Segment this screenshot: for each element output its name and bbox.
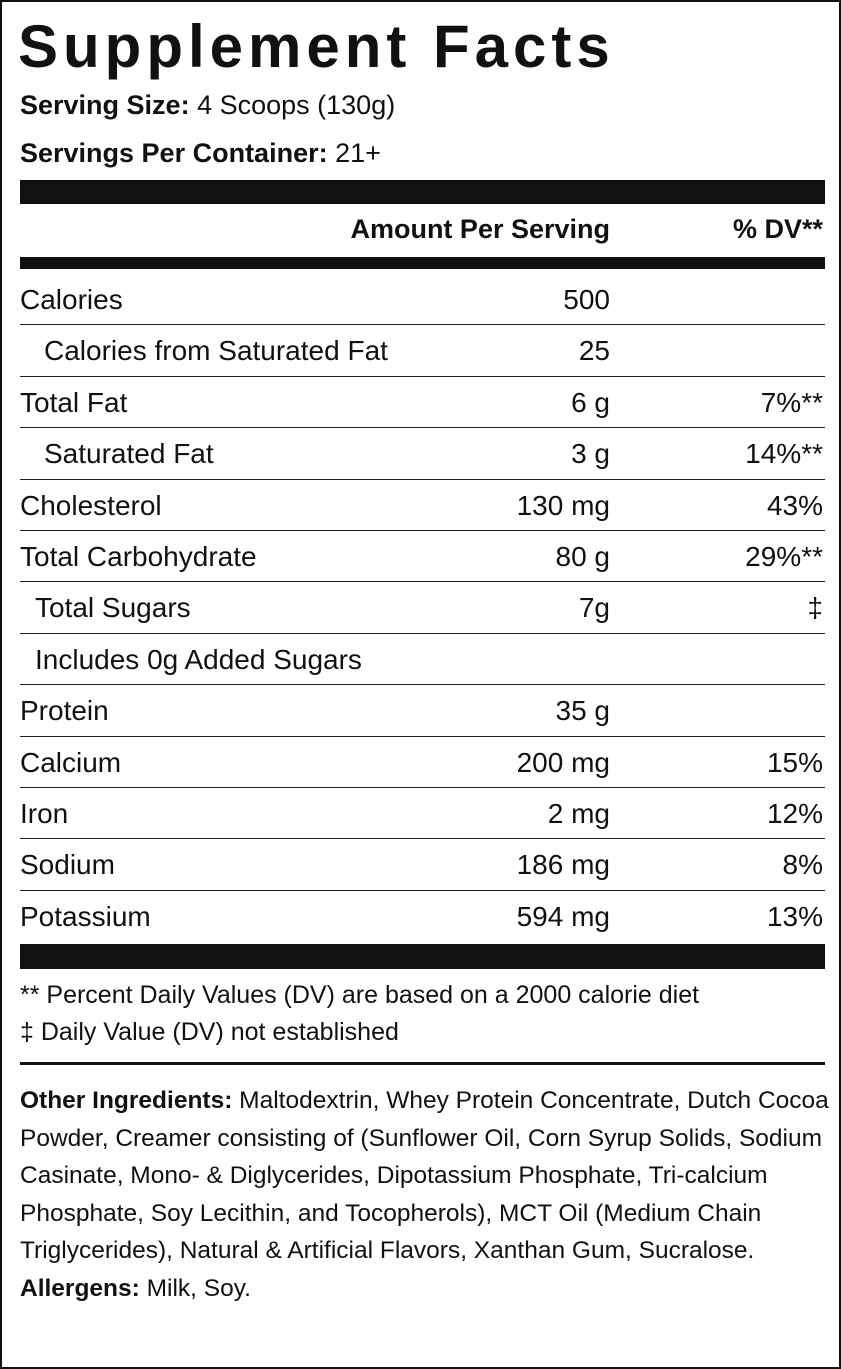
nutrient-row: Iron 2 mg 12%	[20, 788, 825, 840]
amount: 35 g	[555, 695, 611, 727]
serving-size-label: Serving Size:	[20, 90, 190, 120]
nutrient-name: Sodium	[20, 849, 115, 881]
amount: 200 mg	[516, 746, 610, 778]
nutrient-name: Protein	[20, 695, 109, 727]
allergens-text: Milk, Soy.	[146, 1274, 251, 1302]
amount: 6 g	[571, 386, 610, 418]
table-header: Amount Per Serving % DV**	[20, 208, 825, 254]
thick-rule	[20, 944, 825, 969]
nutrient-name: Calcium	[20, 746, 122, 778]
footnotes: ** Percent Daily Values (DV) are based o…	[20, 977, 699, 1051]
daily-value: 13%	[766, 900, 823, 932]
nutrient-row: Includes 0g Added Sugars	[20, 634, 825, 686]
nutrient-row: Calories 500	[20, 274, 825, 326]
ingredients-label: Other Ingredients:	[20, 1087, 233, 1114]
allergens-label: Allergens:	[20, 1274, 140, 1302]
servings-label: Servings Per Container:	[20, 138, 328, 168]
daily-value: 12%	[766, 797, 823, 829]
amount: 2 mg	[547, 797, 610, 829]
daily-value: 14%**	[745, 438, 823, 470]
nutrient-row: Total Carbohydrate 80 g 29%**	[20, 531, 825, 583]
nutrient-row: Total Sugars 7g ‡	[20, 582, 825, 634]
nutrient-row: Saturated Fat 3 g 14%**	[20, 428, 825, 480]
nutrient-name: Iron	[20, 797, 69, 829]
nutrient-row: Calories from Saturated Fat 25	[20, 325, 825, 377]
nutrient-name: Calories from Saturated Fat	[44, 335, 388, 367]
daily-value: ‡	[807, 592, 823, 624]
ingredients-block: Other Ingredients: Maltodextrin, Whey Pr…	[20, 1082, 830, 1307]
nutrient-rows: Calories 500 Calories from Saturated Fat 25…	[20, 274, 825, 941]
amount: 130 mg	[516, 489, 610, 521]
amount: 80 g	[555, 540, 611, 572]
amount: 594 mg	[516, 900, 610, 932]
servings-per-container: Servings Per Container: 21+	[20, 138, 381, 169]
serving-size-value: 4 Scoops (130g)	[197, 90, 396, 120]
allergens: Allergens: Milk, Soy.	[20, 1270, 830, 1308]
ingredients-text: Maltodextrin, Whey Protein Concentrate, …	[20, 1087, 829, 1264]
serving-size: Serving Size: 4 Scoops (130g)	[20, 90, 395, 121]
nutrient-name: Includes 0g Added Sugars	[35, 643, 362, 675]
amount: 25	[578, 335, 610, 367]
nutrient-name: Saturated Fat	[44, 438, 214, 470]
nutrient-row: Cholesterol 130 mg 43%	[20, 480, 825, 531]
nutrient-name: Total Carbohydrate	[20, 540, 257, 572]
daily-value: 15%	[766, 746, 823, 778]
servings-value: 21+	[335, 138, 381, 168]
daily-value: 43%	[766, 489, 823, 521]
nutrient-name: Potassium	[20, 900, 151, 932]
thick-rule	[20, 180, 825, 204]
amount: 186 mg	[516, 849, 610, 881]
footnote: ** Percent Daily Values (DV) are based o…	[20, 981, 700, 1009]
daily-value: 8%	[782, 849, 823, 881]
amount: 3 g	[571, 438, 610, 470]
amount: 500	[563, 284, 610, 315]
dv-header: % DV**	[732, 214, 823, 244]
nutrient-row: Calcium 200 mg 15%	[20, 737, 825, 788]
nutrient-row: Total Fat 6 g 7%**	[20, 377, 825, 429]
nutrient-name: Calories	[20, 284, 123, 315]
daily-value: 29%**	[745, 540, 823, 572]
amount-header: Amount Per Serving	[350, 214, 610, 244]
footnote: ‡ Daily Value (DV) not established	[20, 1018, 399, 1046]
nutrient-name: Total Sugars	[35, 592, 191, 624]
nutrient-name: Total Fat	[20, 386, 128, 418]
nutrient-name: Cholesterol	[20, 489, 162, 521]
nutrient-row: Potassium 594 mg 13%	[20, 891, 825, 941]
amount: 7g	[578, 592, 610, 624]
daily-value: 7%**	[760, 386, 823, 418]
nutrient-row: Protein 35 g	[20, 685, 825, 737]
title: Supplement Facts	[18, 13, 615, 80]
medium-rule	[20, 257, 825, 269]
ingredients: Other Ingredients: Maltodextrin, Whey Pr…	[20, 1082, 830, 1270]
thin-rule	[20, 1062, 825, 1065]
nutrient-row: Sodium 186 mg 8%	[20, 839, 825, 891]
